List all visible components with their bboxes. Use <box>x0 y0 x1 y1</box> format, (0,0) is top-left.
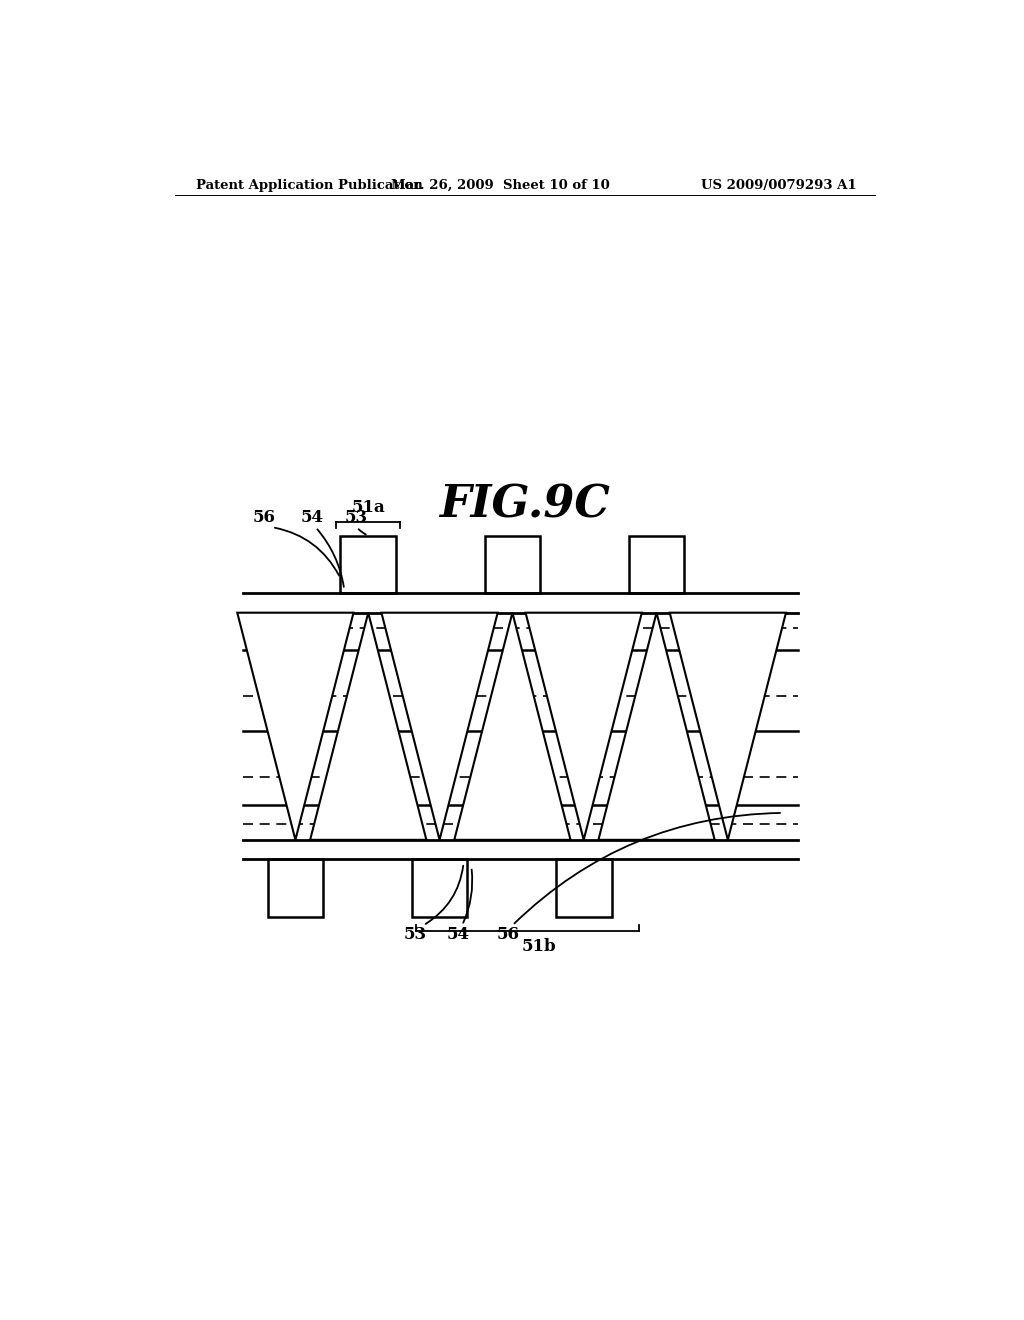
Text: US 2009/0079293 A1: US 2009/0079293 A1 <box>700 178 856 191</box>
Text: 54: 54 <box>446 927 470 942</box>
Polygon shape <box>670 612 786 840</box>
Polygon shape <box>412 859 467 917</box>
Text: FIG.9C: FIG.9C <box>439 483 610 527</box>
Text: Mar. 26, 2009  Sheet 10 of 10: Mar. 26, 2009 Sheet 10 of 10 <box>390 178 609 191</box>
Text: Patent Application Publication: Patent Application Publication <box>197 178 423 191</box>
Polygon shape <box>455 612 570 840</box>
Polygon shape <box>629 536 684 594</box>
Text: 51a: 51a <box>351 499 385 516</box>
Text: 54: 54 <box>300 510 324 527</box>
Polygon shape <box>598 612 715 840</box>
Polygon shape <box>556 859 611 917</box>
Text: 51b: 51b <box>521 939 556 956</box>
Text: 56: 56 <box>497 927 520 942</box>
Polygon shape <box>381 612 498 840</box>
Polygon shape <box>238 612 353 840</box>
Text: 53: 53 <box>345 510 369 527</box>
Text: 53: 53 <box>403 927 427 942</box>
Text: 56: 56 <box>253 510 275 527</box>
Polygon shape <box>484 536 541 594</box>
Polygon shape <box>310 612 426 840</box>
Polygon shape <box>340 536 396 594</box>
Polygon shape <box>525 612 642 840</box>
Polygon shape <box>267 859 324 917</box>
